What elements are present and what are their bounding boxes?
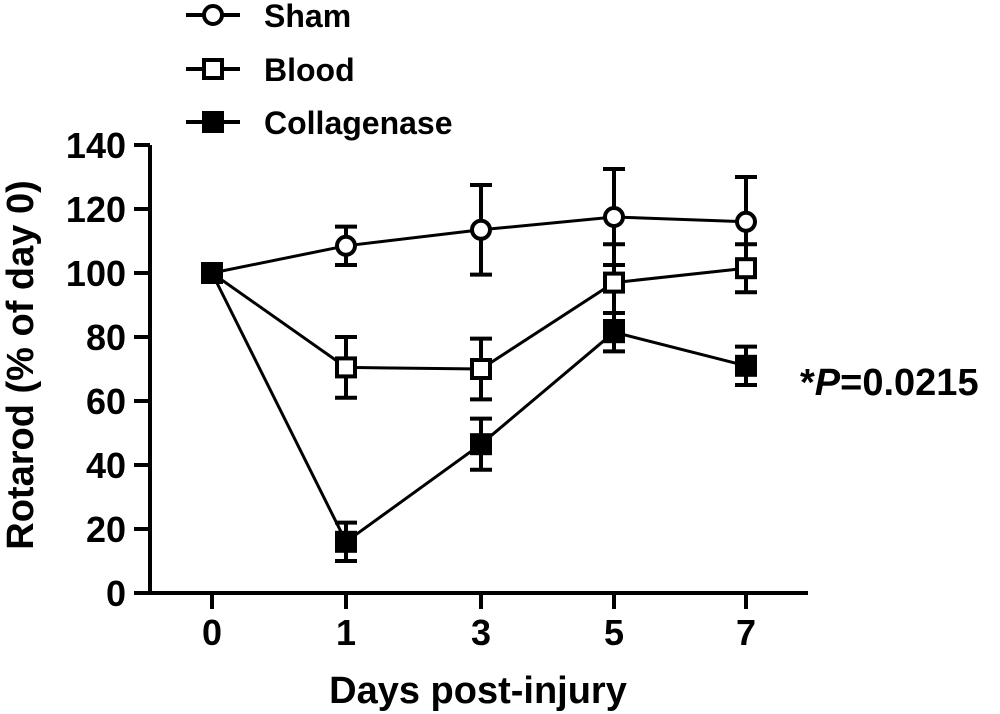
- point-blood: [335, 356, 357, 379]
- x-axis-label: Days post-injury: [329, 670, 627, 712]
- legend-label-collagenase: Collagenase: [264, 105, 453, 141]
- legend: Sham Blood Collagenase: [186, 0, 453, 141]
- y-tick-label: 40: [86, 445, 126, 486]
- legend-item-sham: Sham: [186, 0, 351, 34]
- point-blood: [735, 257, 757, 280]
- point-sham: [603, 206, 625, 228]
- point-blood: [603, 271, 625, 294]
- y-tick-label: 0: [106, 573, 126, 614]
- p-value-annotation: *P=0.0215: [800, 362, 979, 404]
- point-sham: [335, 234, 357, 257]
- plot-area: [201, 167, 757, 563]
- point-collagenase: [470, 433, 492, 456]
- p-value-italic: P: [815, 362, 841, 404]
- series-line-collagenase: [210, 272, 747, 545]
- x-tick-label: 1: [336, 612, 356, 653]
- point-collagenase: [735, 354, 757, 377]
- y-axis-label: Rotarod (% of day 0): [0, 180, 42, 549]
- y-tick-label: 80: [86, 317, 126, 358]
- point-collagenase: [201, 262, 223, 284]
- y-ticks: 0 20 40 60 80 100 120 140: [66, 125, 150, 614]
- y-tick-label: 20: [86, 509, 126, 550]
- point-sham: [470, 218, 492, 241]
- legend-label-blood: Blood: [264, 52, 355, 88]
- legend-marker-blood: [202, 58, 224, 80]
- point-collagenase: [335, 530, 357, 553]
- legend-marker-collagenase: [202, 111, 224, 133]
- y-tick-label: 140: [66, 125, 126, 166]
- point-collagenase: [603, 321, 625, 344]
- p-value-suffix: =0.0215: [840, 362, 978, 404]
- point-sham: [735, 210, 757, 233]
- legend-marker-sham: [202, 4, 224, 26]
- y-tick-label: 120: [66, 189, 126, 230]
- x-ticks: 0 1 3 5 7: [202, 593, 756, 653]
- point-blood: [470, 358, 492, 380]
- x-tick-label: 3: [471, 612, 491, 653]
- p-value-prefix: *: [800, 362, 815, 404]
- y-tick-label: 100: [66, 253, 126, 294]
- series-sham: [201, 167, 757, 284]
- legend-label-sham: Sham: [264, 0, 351, 34]
- x-tick-label: 5: [604, 612, 624, 653]
- y-tick-label: 60: [86, 381, 126, 422]
- legend-item-collagenase: Collagenase: [186, 105, 453, 141]
- x-tick-label: 0: [202, 612, 222, 653]
- x-tick-label: 7: [736, 612, 756, 653]
- legend-item-blood: Blood: [186, 52, 355, 88]
- series-collagenase: [201, 262, 757, 563]
